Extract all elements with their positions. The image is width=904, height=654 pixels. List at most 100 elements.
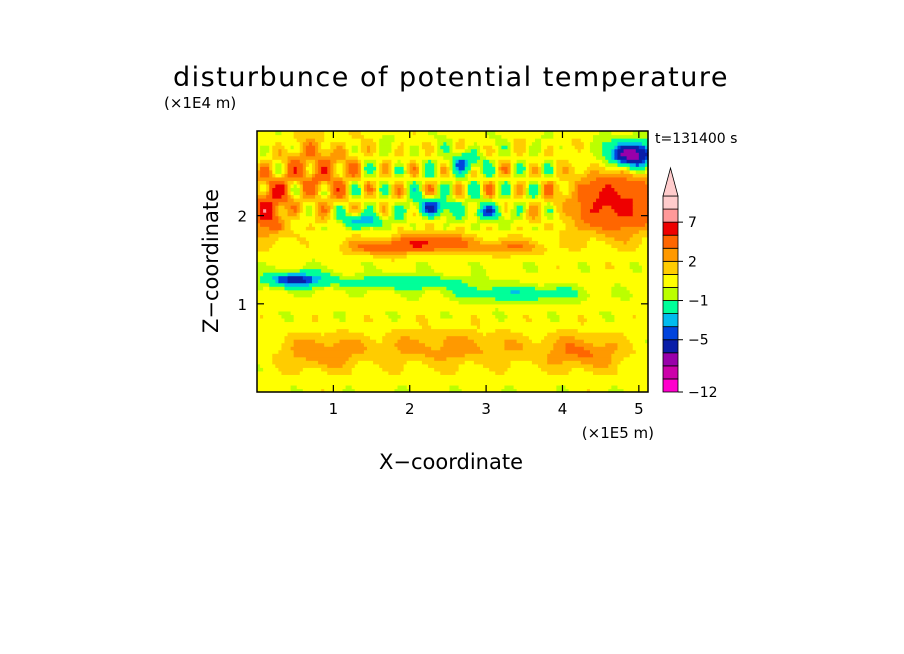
colorbar-label: −12 bbox=[688, 385, 718, 401]
field-cell bbox=[287, 155, 347, 160]
field-cell bbox=[315, 219, 328, 224]
field-cell bbox=[318, 360, 347, 365]
field-cell bbox=[272, 208, 276, 213]
field-cell bbox=[293, 166, 298, 171]
field-cell bbox=[577, 183, 606, 189]
field-cell bbox=[452, 162, 457, 167]
field-cell bbox=[534, 194, 539, 199]
field-cell bbox=[379, 187, 389, 192]
field-cell bbox=[373, 190, 377, 196]
field-cell bbox=[556, 208, 564, 213]
field-cell bbox=[293, 169, 298, 174]
field-cell bbox=[510, 148, 515, 153]
field-cell bbox=[528, 205, 539, 210]
field-cell bbox=[360, 215, 374, 220]
colorbar-swatch bbox=[662, 247, 679, 262]
field-cell bbox=[534, 215, 542, 220]
field-cell bbox=[406, 190, 411, 196]
field-cell bbox=[425, 169, 435, 174]
field-cell bbox=[379, 148, 393, 153]
field-cell bbox=[495, 173, 499, 178]
field-cell bbox=[489, 275, 649, 280]
field-cell bbox=[431, 265, 472, 270]
field-cell bbox=[522, 314, 530, 319]
field-cell bbox=[525, 194, 533, 199]
field-cell bbox=[415, 314, 426, 319]
field-cell bbox=[583, 314, 603, 319]
field-cell bbox=[275, 183, 286, 189]
field-cell bbox=[510, 152, 518, 157]
field-cell bbox=[553, 173, 557, 178]
field-cell bbox=[391, 190, 396, 196]
field-cell bbox=[544, 190, 554, 196]
field-cell bbox=[299, 194, 304, 199]
field-cell bbox=[434, 162, 438, 167]
field-cell bbox=[547, 145, 554, 150]
field-cell bbox=[553, 187, 561, 192]
field-cell bbox=[479, 187, 484, 192]
field-cell bbox=[406, 384, 451, 390]
field-cell bbox=[492, 180, 496, 185]
field-cell bbox=[257, 240, 276, 245]
field-cell bbox=[321, 261, 362, 266]
field-cell bbox=[388, 208, 393, 213]
field-cell bbox=[544, 166, 554, 171]
field-cell bbox=[452, 173, 457, 178]
field-cell bbox=[272, 187, 286, 192]
field-cell bbox=[293, 134, 325, 139]
field-cell bbox=[525, 187, 530, 192]
field-cell bbox=[330, 162, 334, 167]
field-cell bbox=[311, 208, 316, 213]
field-cell bbox=[449, 162, 454, 167]
field-cell bbox=[495, 212, 502, 217]
field-cell bbox=[330, 194, 338, 199]
x-axis-label: X−coordinate bbox=[379, 450, 523, 474]
field-cell bbox=[593, 201, 634, 206]
field-cell bbox=[467, 159, 478, 164]
field-cell bbox=[629, 169, 637, 174]
field-cell bbox=[553, 169, 557, 174]
field-cell bbox=[495, 159, 499, 164]
field-cell bbox=[644, 339, 649, 344]
field-cell bbox=[376, 187, 380, 192]
field-cell bbox=[302, 265, 328, 270]
field-cell bbox=[342, 180, 347, 185]
field-cell bbox=[315, 289, 347, 294]
field-cell bbox=[467, 187, 481, 192]
field-cell bbox=[620, 282, 649, 287]
field-cell bbox=[467, 212, 475, 217]
field-cell bbox=[507, 145, 512, 150]
field-cell bbox=[467, 215, 478, 220]
field-cell bbox=[287, 183, 292, 189]
field-cell bbox=[293, 194, 301, 199]
field-cell bbox=[269, 173, 273, 178]
field-cell bbox=[464, 138, 496, 143]
field-cell bbox=[443, 339, 475, 344]
field-cell bbox=[544, 194, 554, 199]
field-cell bbox=[479, 145, 484, 150]
field-cell bbox=[593, 134, 649, 139]
field-cell bbox=[351, 194, 362, 199]
field-cell bbox=[632, 131, 649, 136]
field-cell bbox=[611, 356, 625, 361]
x-tick-label: 3 bbox=[481, 400, 491, 418]
field-cell bbox=[257, 346, 283, 351]
field-cell bbox=[541, 148, 545, 153]
field-cell bbox=[400, 141, 405, 146]
field-cell bbox=[412, 201, 420, 206]
field-cell bbox=[330, 152, 347, 157]
field-cell bbox=[544, 159, 554, 164]
field-cell bbox=[284, 169, 289, 174]
field-cell bbox=[583, 321, 649, 326]
field-cell bbox=[559, 176, 582, 181]
field-cell bbox=[318, 314, 334, 319]
field-cell bbox=[559, 215, 573, 220]
field-cell bbox=[577, 293, 591, 298]
field-cell bbox=[266, 180, 270, 185]
field-cell bbox=[428, 131, 438, 136]
field-cell bbox=[260, 166, 270, 171]
field-cell bbox=[382, 134, 396, 139]
field-cell bbox=[510, 194, 515, 199]
field-cell bbox=[629, 265, 643, 270]
field-cell bbox=[284, 166, 289, 171]
